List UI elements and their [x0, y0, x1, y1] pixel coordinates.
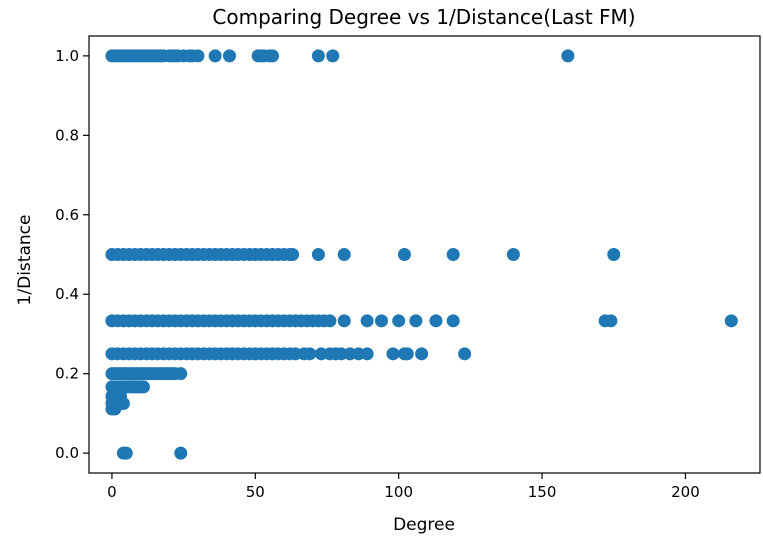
x-tick-label: 0 [107, 483, 117, 501]
scatter-point [360, 314, 374, 328]
scatter-point [724, 314, 738, 328]
x-ticks: 0 50 100 150 200 [107, 473, 700, 501]
y-tick-label: 0.2 [55, 365, 79, 383]
scatter-point [191, 49, 205, 63]
x-tick-label: 150 [528, 483, 557, 501]
scatter-point [286, 248, 300, 261]
scatter-point [108, 402, 122, 416]
scatter-point [374, 314, 388, 328]
scatter-point [392, 314, 406, 328]
scatter-point [326, 49, 340, 63]
x-tick-label: 50 [246, 483, 265, 501]
y-tick-label: 0.6 [55, 206, 79, 224]
y-tick-label: 0.0 [55, 444, 79, 462]
scatter-point [119, 446, 133, 460]
plot-area-frame [88, 35, 761, 474]
scatter-point [604, 314, 618, 328]
scatter-point [311, 49, 325, 63]
scatter-point [136, 380, 150, 394]
scatter-point [360, 347, 374, 361]
scatter-point [223, 49, 237, 63]
y-ticks: 0.0 0.2 0.4 0.6 0.8 1.0 [55, 47, 89, 462]
scatter-point [337, 314, 351, 328]
scatter-point [446, 314, 460, 328]
scatter-point [337, 248, 351, 261]
scatter-point [386, 347, 400, 361]
scatter-point [429, 314, 443, 328]
scatter-point [400, 347, 414, 361]
y-tick-label: 1.0 [55, 47, 79, 65]
scatter-point [506, 248, 520, 261]
scatter-point [174, 446, 188, 460]
scatter-point [415, 347, 429, 361]
scatter-point [397, 248, 411, 261]
x-tick-label: 200 [671, 483, 700, 501]
y-axis-label: 1/Distance [15, 215, 35, 306]
scatter-point [458, 347, 472, 361]
scatter-point [446, 248, 460, 261]
x-axis-label: Degree [393, 515, 455, 535]
scatter-point [409, 314, 423, 328]
scatter-point [323, 314, 337, 328]
chart-title: Comparing Degree vs 1/Distance(Last FM) [212, 5, 635, 29]
scatter-point [561, 49, 575, 63]
scatter-point [311, 248, 325, 261]
scatter-point [303, 347, 317, 361]
x-tick-label: 100 [384, 483, 413, 501]
scatter-point [174, 367, 188, 381]
y-tick-label: 0.8 [55, 126, 79, 144]
scatter-point [266, 49, 280, 63]
points-layer [105, 49, 738, 460]
scatter-point [607, 248, 621, 261]
y-tick-label: 0.4 [55, 285, 79, 303]
scatter-point [208, 49, 222, 63]
